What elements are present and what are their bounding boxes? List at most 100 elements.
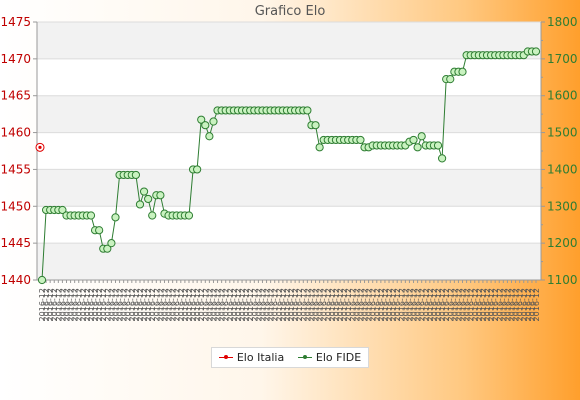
point-elo-fide <box>209 117 218 126</box>
x-tick-label: 2016-12 <box>295 288 304 321</box>
x-tick-label: 2016-12 <box>365 288 374 321</box>
x-tick-label: 2016-12 <box>479 288 488 321</box>
x-tick-label: 2016-12 <box>267 288 276 321</box>
x-tick-label: 2016-12 <box>528 288 537 321</box>
grid-band <box>37 169 541 207</box>
x-tick-label: 2016-12 <box>165 288 174 321</box>
x-tick-label: 2016-12 <box>160 288 169 321</box>
x-tick-label: 2016-12 <box>405 288 414 321</box>
x-tick-label: 2016-12 <box>197 288 206 321</box>
point-elo-fide <box>531 47 541 56</box>
point-elo-fide <box>37 275 47 285</box>
legend-item-elo-italia[interactable]: Elo Italia <box>218 351 284 364</box>
x-tick-label: 2016-12 <box>426 288 435 321</box>
legend-item-elo-fide[interactable]: Elo FIDE <box>297 351 361 364</box>
point-elo-fide <box>148 211 157 220</box>
x-tick-label: 2016-12 <box>356 288 365 321</box>
x-tick-label: 2016-12 <box>152 288 161 321</box>
x-tick-label: 2016-12 <box>177 288 186 321</box>
x-tick-label: 2016-12 <box>422 288 431 321</box>
x-tick-label: 2016-12 <box>189 288 198 321</box>
point-elo-fide <box>315 143 324 152</box>
legend-swatch-elo-fide <box>297 353 312 363</box>
left-tick-label: 1450 <box>0 199 31 213</box>
x-tick-label: 2016-12 <box>393 288 402 321</box>
point-elo-fide <box>413 143 422 152</box>
right-tick-label: 1200 <box>547 236 578 250</box>
point-elo-fide <box>144 194 153 204</box>
x-tick-label: 2016-12 <box>258 288 267 321</box>
point-elo-fide <box>356 135 365 145</box>
point-elo-fide <box>156 191 165 200</box>
grid-band <box>37 243 541 280</box>
x-tick-label: 2016-12 <box>38 288 47 321</box>
x-tick-label: 2016-12 <box>283 288 292 321</box>
x-tick-label: 2016-12 <box>246 288 255 321</box>
x-tick-label: 2016-12 <box>95 288 104 321</box>
x-tick-label: 2016-12 <box>320 288 329 321</box>
x-tick-label: 2016-12 <box>271 288 280 321</box>
point-elo-fide <box>193 165 202 174</box>
x-tick-label: 2016-12 <box>442 288 451 321</box>
x-tick-label: 2016-12 <box>389 288 398 321</box>
point-elo-fide <box>139 187 149 196</box>
point-elo-fide <box>409 135 418 145</box>
x-tick-label: 2016-12 <box>454 288 463 321</box>
x-tick-label: 2016-12 <box>250 288 259 321</box>
x-tick-label: 2016-12 <box>58 288 67 321</box>
point-elo-fide <box>303 106 312 115</box>
x-tick-label: 2016-12 <box>430 288 439 321</box>
x-tick-label: 2016-12 <box>185 288 194 321</box>
x-tick-label: 2016-12 <box>222 288 231 321</box>
point-elo-fide <box>111 213 120 222</box>
left-tick-label: 1460 <box>0 126 31 140</box>
x-tick-label: 2016-12 <box>254 288 263 321</box>
x-tick-label: 2016-12 <box>193 288 202 321</box>
x-tick-label: 2016-12 <box>230 288 239 321</box>
x-tick-label: 2016-12 <box>307 288 316 321</box>
right-tick-label: 1800 <box>547 15 578 29</box>
x-tick-label: 2016-12 <box>512 288 521 321</box>
x-tick-label: 2016-12 <box>156 288 165 321</box>
x-tick-label: 2016-12 <box>42 288 51 321</box>
x-tick-label: 2016-12 <box>299 288 308 321</box>
x-tick-label: 2016-12 <box>99 288 108 321</box>
x-tick-label: 2016-12 <box>136 288 145 321</box>
x-tick-label: 2016-12 <box>340 288 349 321</box>
x-tick-label: 2016-12 <box>369 288 378 321</box>
point-elo-fide <box>201 121 210 130</box>
x-tick-label: 2016-12 <box>128 288 137 321</box>
x-tick-label: 2016-12 <box>71 288 80 321</box>
x-tick-label: 2016-12 <box>87 288 96 321</box>
x-tick-label: 2016-12 <box>181 288 190 321</box>
x-tick-label: 2016-12 <box>75 288 84 321</box>
point-elo-fide <box>135 200 145 209</box>
x-tick-label: 2016-12 <box>503 288 512 321</box>
x-tick-label: 2016-12 <box>303 288 312 321</box>
right-tick-label: 1500 <box>547 126 578 140</box>
x-tick-label: 2016-12 <box>418 288 427 321</box>
x-tick-label: 2016-12 <box>201 288 210 321</box>
left-tick-label: 1465 <box>0 89 31 103</box>
right-tick-label: 1400 <box>547 162 578 176</box>
point-elo-fide <box>95 226 104 235</box>
x-tick-label: 2016-12 <box>287 288 296 321</box>
x-tick-label: 2016-12 <box>275 288 284 321</box>
point-elo-fide <box>205 132 214 141</box>
x-tick-label: 2016-12 <box>62 288 71 321</box>
point-elo-fide <box>86 211 96 220</box>
x-tick-label: 2016-12 <box>214 288 223 321</box>
x-tick-label: 2016-12 <box>54 288 63 321</box>
x-tick-label: 2016-12 <box>532 288 541 321</box>
point-elo-fide <box>197 115 206 124</box>
right-tick-label: 1700 <box>547 52 578 66</box>
x-tick-label: 2016-12 <box>344 288 353 321</box>
point-elo-fide <box>311 121 320 130</box>
x-tick-label: 2016-12 <box>495 288 504 321</box>
x-tick-label: 2016-12 <box>397 288 406 321</box>
x-tick-label: 2016-12 <box>120 288 129 321</box>
x-tick-label: 2016-12 <box>438 288 447 321</box>
x-tick-label: 2016-12 <box>381 288 390 321</box>
point-elo-italia-core <box>38 145 42 149</box>
x-tick-label: 2016-12 <box>291 288 300 321</box>
